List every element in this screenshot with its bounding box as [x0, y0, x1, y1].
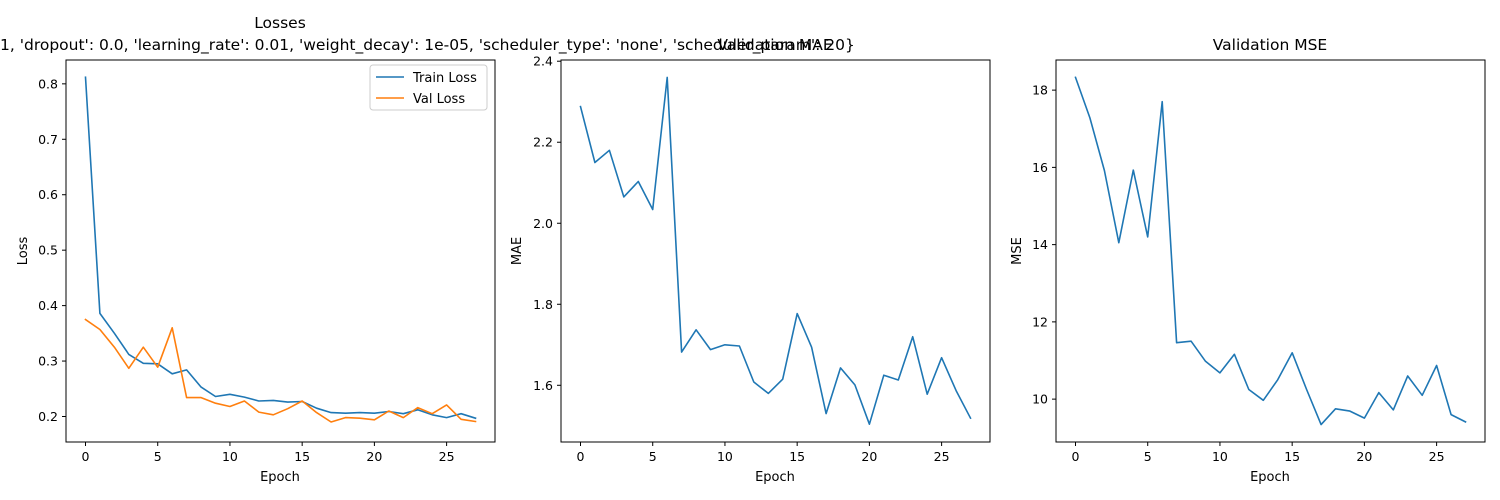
- losses-axes-frame: [65, 59, 496, 443]
- losses-y-tick-label: 0.8: [38, 76, 58, 91]
- validation-mse-x-tick-label: 20: [1356, 449, 1372, 464]
- validation-mse-x-tick-label: 15: [1284, 449, 1300, 464]
- validation-mae-x-tick-label: 15: [789, 449, 805, 464]
- losses-panel: Losses 0 5 10 15 20 25 0.2 0.3 0.4 0.5 0.6 0.7 0.8 E…: [16, 14, 496, 485]
- losses-y-tick-label: 0.6: [38, 187, 58, 202]
- validation-mae-y-tick-label: 2.4: [533, 54, 553, 69]
- validation-mae-axes-frame: [560, 59, 991, 443]
- losses-x-axis-label: Epoch: [260, 470, 300, 485]
- validation-mse-panel: Validation MSE 0 5 10 15 20 25 10 12 14 16 18 Epoc…: [1010, 36, 1486, 485]
- val-loss-line: [84, 318, 477, 423]
- validation-mse-y-tick-label: 10: [1032, 392, 1048, 407]
- validation-mse-title: Validation MSE: [1213, 36, 1327, 54]
- validation-mse-ticks: 0 5 10 15 20 25 10 12 14 16 18: [1032, 83, 1444, 464]
- losses-y-axis-label: Loss: [16, 237, 31, 266]
- validation-mse-y-tick-label: 16: [1032, 160, 1048, 175]
- validation-mae-y-tick-label: 2.2: [533, 135, 553, 150]
- validation-mae-plot-area: [579, 76, 972, 426]
- validation-mse-series-line: [1074, 76, 1467, 426]
- losses-y-tick-label: 0.5: [38, 243, 58, 258]
- legend-train-loss-label: Train Loss: [412, 71, 477, 86]
- validation-mse-x-axis-label: Epoch: [1250, 470, 1290, 485]
- validation-mse-x-tick-label: 5: [1144, 449, 1152, 464]
- validation-mae-series-line: [579, 76, 972, 426]
- losses-x-tick-label: 15: [294, 449, 310, 464]
- validation-mse-x-tick-label: 0: [1072, 449, 1080, 464]
- losses-y-tick-label: 0.2: [38, 409, 58, 424]
- validation-mae-x-tick-label: 10: [717, 449, 733, 464]
- losses-ticks: 0 5 10 15 20 25 0.2 0.3 0.4 0.5 0.6 0.7 0.8: [38, 76, 454, 464]
- validation-mae-ticks: 0 5 10 15 20 25 1.6 1.8 2.0 2.2 2.4: [533, 54, 949, 464]
- losses-x-tick-label: 0: [82, 449, 90, 464]
- validation-mae-title: Validation MAE: [717, 36, 832, 54]
- losses-x-tick-label: 5: [154, 449, 162, 464]
- validation-mae-x-axis-label: Epoch: [755, 470, 795, 485]
- losses-y-tick-label: 0.7: [38, 132, 58, 147]
- validation-mse-y-tick-label: 14: [1032, 237, 1048, 252]
- losses-legend: Train Loss Val Loss: [369, 64, 488, 111]
- losses-y-tick-label: 0.4: [38, 298, 58, 313]
- validation-mae-x-tick-label: 0: [577, 449, 585, 464]
- hyperparameter-overlay-text: 1, 'dropout': 0.0, 'learning_rate': 0.01…: [0, 36, 855, 55]
- losses-y-tick-label: 0.3: [38, 354, 58, 369]
- validation-mae-y-tick-label: 1.8: [533, 297, 553, 312]
- validation-mse-y-tick-label: 12: [1032, 314, 1048, 329]
- validation-mse-y-tick-label: 18: [1032, 83, 1048, 98]
- validation-mse-plot-area: [1074, 76, 1467, 426]
- validation-mse-x-tick-label: 10: [1212, 449, 1228, 464]
- validation-mae-panel: Validation MAE 0 5 10 15 20 25 1.6 1.8 2.0 2.2 2.4…: [510, 36, 991, 485]
- validation-mse-y-axis-label: MSE: [1010, 237, 1025, 265]
- losses-x-tick-label: 10: [222, 449, 238, 464]
- legend-val-loss-label: Val Loss: [413, 92, 465, 107]
- losses-title: Losses: [254, 14, 306, 32]
- losses-x-tick-label: 20: [366, 449, 382, 464]
- validation-mae-x-tick-label: 20: [861, 449, 877, 464]
- validation-mse-axes-frame: [1055, 59, 1486, 443]
- validation-mae-y-axis-label: MAE: [510, 237, 525, 265]
- losses-x-tick-label: 25: [439, 449, 455, 464]
- validation-mse-x-tick-label: 25: [1429, 449, 1445, 464]
- validation-mae-x-tick-label: 5: [649, 449, 657, 464]
- validation-mae-y-tick-label: 2.0: [533, 216, 553, 231]
- validation-mae-y-tick-label: 1.6: [533, 378, 553, 393]
- validation-mae-x-tick-label: 25: [934, 449, 950, 464]
- losses-plot-area: [84, 76, 477, 423]
